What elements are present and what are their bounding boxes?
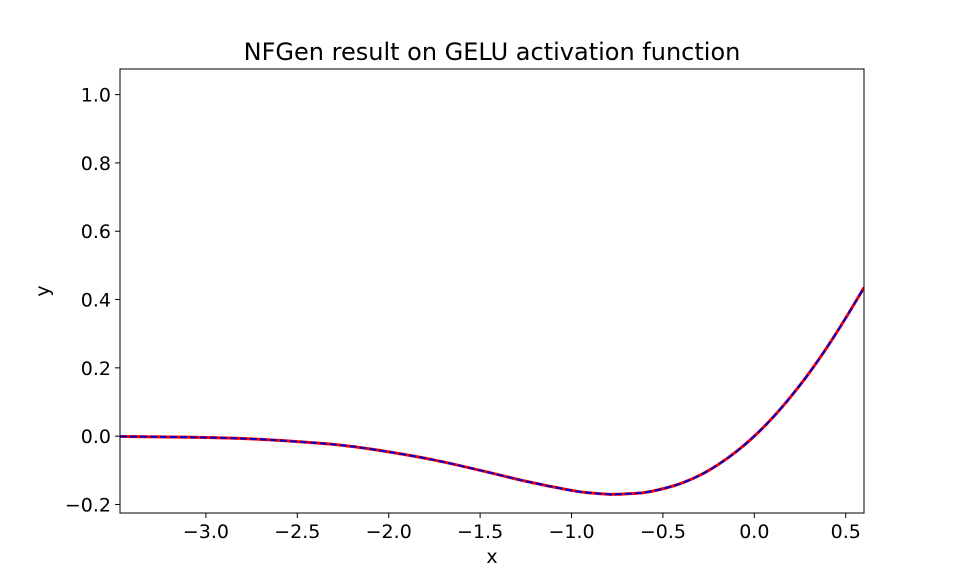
y-tick-label: 0.8 — [81, 153, 111, 175]
x-tick-label: −2.5 — [274, 521, 320, 543]
x-tick-label: 0.0 — [739, 521, 769, 543]
y-tick-label: 0.4 — [81, 290, 111, 312]
y-tick-label: 0.6 — [81, 221, 111, 243]
x-tick-label: −1.0 — [548, 521, 594, 543]
x-tick-label: −2.0 — [366, 521, 412, 543]
x-tick-label: −3.0 — [183, 521, 229, 543]
y-axis: −0.2 0.0 0.2 0.4 0.6 0.8 1.0 — [65, 85, 120, 516]
plot-frame — [119, 68, 865, 514]
x-axis: −3.0 −2.5 −2.0 −1.5 −1.0 −0.5 0.0 0.5 — [183, 513, 861, 543]
x-tick-label: 0.5 — [831, 521, 861, 543]
y-tick-label: 1.0 — [81, 85, 111, 107]
series-line-2 — [120, 287, 864, 496]
y-tick-label: −0.2 — [65, 494, 111, 516]
y-axis-label: y — [32, 285, 54, 296]
x-tick-label: −1.5 — [457, 521, 503, 543]
x-tick-label: −0.5 — [640, 521, 686, 543]
y-tick-label: 0.0 — [81, 426, 111, 448]
plot-area — [120, 286, 864, 496]
y-tick-label: 0.2 — [81, 358, 111, 380]
x-axis-label: x — [486, 546, 497, 568]
chart-title: NFGen result on GELU activation function — [244, 38, 741, 66]
